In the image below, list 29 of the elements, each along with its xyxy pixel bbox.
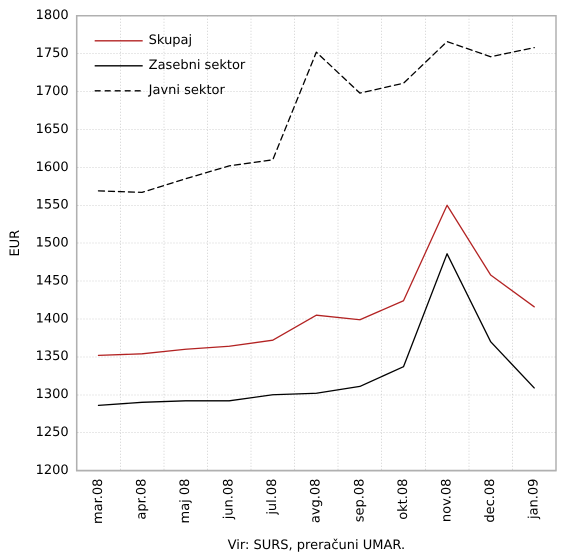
x-tick-label: dec.08 xyxy=(483,478,498,523)
y-tick-label: 1200 xyxy=(36,462,69,478)
x-tick-label: jul.08 xyxy=(265,478,280,516)
legend-label: Skupaj xyxy=(148,33,192,48)
y-tick-label: 1650 xyxy=(36,122,69,137)
legend-label: Javni sektor xyxy=(148,83,226,98)
x-tick-label: apr.08 xyxy=(134,478,150,520)
y-tick-label: 1600 xyxy=(36,160,69,175)
x-tick-label: sep.08 xyxy=(352,478,368,522)
y-tick-label: 1500 xyxy=(36,236,69,251)
x-tick-label: jun.08 xyxy=(222,478,237,520)
x-tick-label: nov.08 xyxy=(439,478,454,522)
x-tick-label: mar.08 xyxy=(90,478,106,524)
x-tick-label: jan.09 xyxy=(526,478,542,520)
legend-label: Zasebni sektor xyxy=(148,58,246,74)
x-tick-label: okt.08 xyxy=(396,478,411,520)
text: Vir: SURS, preračuni UMAR. xyxy=(228,538,406,553)
y-tick-label: 1750 xyxy=(36,46,69,62)
y-tick-label: 1400 xyxy=(36,311,69,326)
y-tick-label: 1300 xyxy=(36,387,69,402)
y-tick-label: 1450 xyxy=(36,273,69,288)
y-tick-label: 1350 xyxy=(36,349,69,364)
y-tick-label: 1800 xyxy=(36,8,69,24)
x-tick-label: avg.08 xyxy=(308,478,324,524)
y-tick-label: 1550 xyxy=(36,198,69,213)
x-tick-label: maj 08 xyxy=(178,478,193,524)
y-tick-label: 1700 xyxy=(36,84,69,99)
y-axis-title: EUR xyxy=(8,230,24,257)
y-tick-label: 1250 xyxy=(36,425,69,440)
